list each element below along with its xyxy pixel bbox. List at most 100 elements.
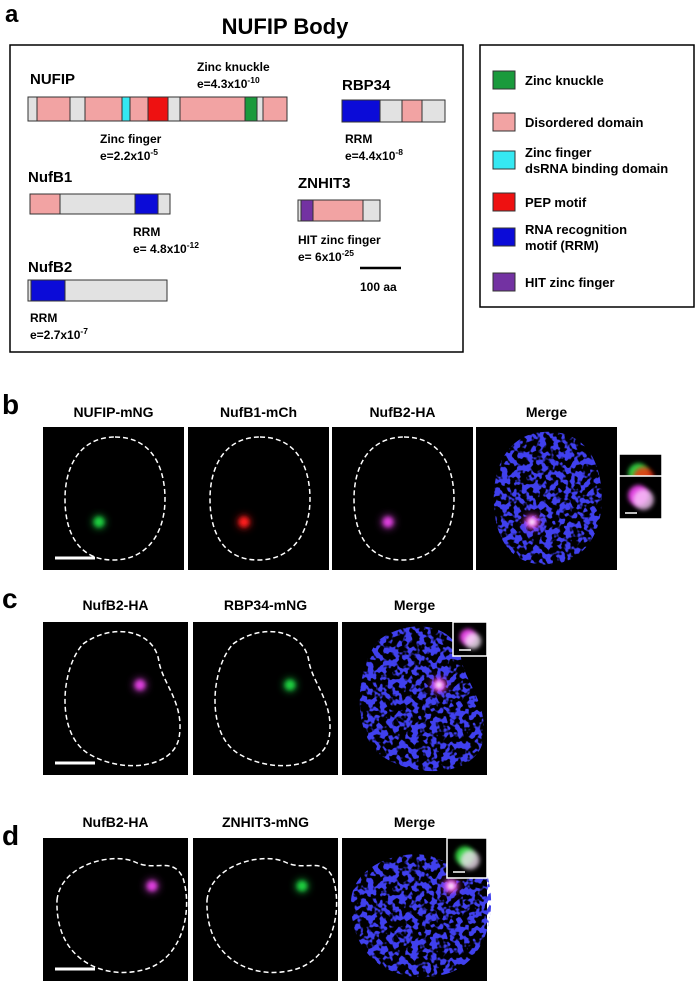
domain <box>84 96 123 122</box>
panel-a-box <box>9 44 464 353</box>
legend-label: RNA recognition <box>525 222 627 237</box>
domain <box>379 99 403 123</box>
inset-signal <box>633 489 654 510</box>
legend-swatch <box>492 227 516 247</box>
annotation-text: RRM <box>345 132 372 146</box>
domain-annotation: e= 4.8x10-12 <box>133 240 199 256</box>
channel-label: Merge <box>394 814 435 830</box>
domain-annotation: e=2.2x10-5 <box>100 147 158 163</box>
domain-annotation: RRM <box>345 132 372 146</box>
channel-label: NufB2-HA <box>82 814 148 830</box>
channel-label: Merge <box>526 404 567 420</box>
annotation-text: e=2.2x10 <box>100 149 151 163</box>
annotation-text: HIT zinc finger <box>298 233 381 247</box>
signal-spot <box>383 517 393 527</box>
domain <box>167 96 181 122</box>
channel-label: RBP34-mNG <box>224 597 307 613</box>
micrograph <box>193 622 338 775</box>
annotation-text: e= 4.8x10 <box>133 242 187 256</box>
protein-name: NufB1 <box>28 169 72 186</box>
overlap-core <box>528 518 536 526</box>
legend-label: Disordered domain <box>525 115 644 130</box>
annotation-exponent: -5 <box>150 147 158 157</box>
legend-swatch <box>492 192 516 212</box>
inset-signal <box>464 632 482 650</box>
protein-name: NUFIP <box>30 71 75 88</box>
domain <box>69 96 86 122</box>
domain <box>134 193 159 215</box>
micrograph <box>332 427 473 570</box>
micrograph <box>342 838 492 981</box>
overlap-core <box>435 681 443 689</box>
nucleus-outline <box>214 630 331 767</box>
micrograph-bg <box>332 427 473 570</box>
panel-letter: a <box>5 1 19 28</box>
legend-label: Zinc finger <box>525 145 591 160</box>
annotation-text: RRM <box>30 311 57 325</box>
domain <box>29 193 61 215</box>
legend-box <box>479 44 695 308</box>
annotation-text: e=4.3x10 <box>197 77 248 91</box>
signal-spot <box>285 680 295 690</box>
micrograph <box>43 622 188 775</box>
protein-name: ZNHIT3 <box>298 175 351 192</box>
legend-swatch <box>492 112 516 132</box>
domain <box>421 99 446 123</box>
inset <box>452 621 488 657</box>
legend-swatch <box>492 272 516 292</box>
nucleus-outline <box>56 857 188 974</box>
micrograph-bg <box>193 838 338 981</box>
micrograph <box>43 427 184 570</box>
nucleus-outline <box>64 436 166 561</box>
annotation-exponent: -10 <box>247 75 260 85</box>
micrograph <box>43 838 188 981</box>
domain <box>179 96 246 122</box>
domain <box>341 99 381 123</box>
channel-label: NUFIP-mNG <box>73 404 153 420</box>
annotation-text: Zinc finger <box>100 132 162 146</box>
inset <box>446 837 488 879</box>
scale-bar-label: 100 aa <box>360 280 397 294</box>
annotation-exponent: -8 <box>395 147 403 157</box>
annotation-text: Zinc knuckle <box>197 60 270 74</box>
panel-letter: c <box>2 583 18 614</box>
domain <box>312 199 364 222</box>
domain <box>401 99 423 123</box>
micrograph-bg <box>193 622 338 775</box>
domain <box>64 279 168 302</box>
inset <box>618 475 663 520</box>
legend-swatch <box>492 150 516 170</box>
domain <box>262 96 288 122</box>
domain <box>157 193 171 215</box>
annotation-exponent: -7 <box>80 326 88 336</box>
domain <box>129 96 149 122</box>
domain <box>362 199 381 222</box>
domain <box>147 96 169 122</box>
domain-annotation: Zinc finger <box>100 132 162 146</box>
panel-letter: d <box>2 820 19 851</box>
channel-label: NufB2-HA <box>369 404 435 420</box>
domain <box>36 96 71 122</box>
legend-label: PEP motif <box>525 195 587 210</box>
signal-spot <box>135 680 145 690</box>
micrograph-bg <box>43 838 188 981</box>
legend-label: Zinc knuckle <box>525 73 604 88</box>
annotation-exponent: -25 <box>342 248 355 258</box>
annotation-text: e=4.4x10 <box>345 149 396 163</box>
domain <box>244 96 258 122</box>
domain <box>30 279 66 302</box>
protein-name: RBP34 <box>342 77 391 94</box>
signal-spot <box>147 881 157 891</box>
nucleus-stain <box>493 431 602 565</box>
signal-spot <box>239 517 249 527</box>
nucleus-outline <box>209 436 311 561</box>
micrograph-bg <box>188 427 329 570</box>
domain-annotation: RRM <box>133 225 160 239</box>
channel-label: NufB2-HA <box>82 597 148 613</box>
micrograph-bg <box>43 427 184 570</box>
domain-annotation: e= 6x10-25 <box>298 248 354 264</box>
channel-label: NufB1-mCh <box>220 404 297 420</box>
overlap-core <box>447 882 455 890</box>
